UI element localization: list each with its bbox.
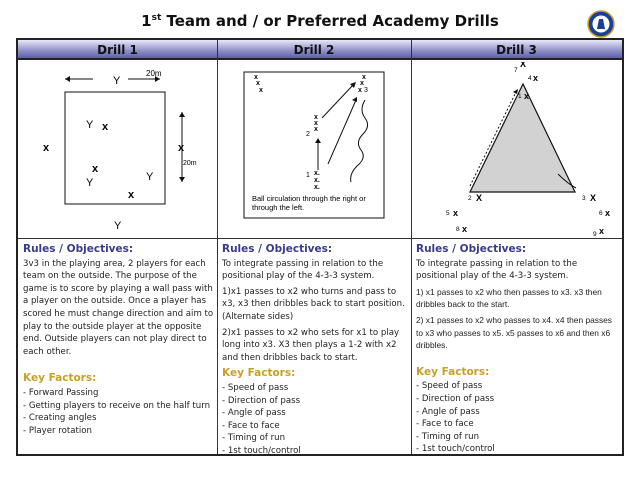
drill-3-text: Rules / Objectives: To integrate passing… [416, 243, 612, 455]
svg-text:20m: 20m [146, 69, 162, 78]
row-divider [18, 238, 622, 239]
drill-2-diagram: xxx xxx xxx x.x.x. 3 2 1 Ball circulatio… [243, 71, 385, 219]
column-divider [217, 40, 218, 454]
svg-text:x.: x. [314, 177, 320, 184]
drill-1-text: Rules / Objectives: 3v3 in the playing a… [23, 243, 214, 436]
svg-text:x: x [453, 208, 458, 218]
svg-text:x: x [178, 142, 185, 154]
svg-text:1: 1 [518, 93, 522, 100]
svg-text:1: 1 [306, 172, 310, 179]
drill-2-text: Rules / Objectives: To integrate passing… [222, 243, 405, 456]
svg-text:x: x [362, 74, 366, 81]
svg-text:4: 4 [528, 75, 532, 82]
svg-text:Y: Y [86, 177, 94, 189]
svg-text:x.: x. [314, 184, 320, 191]
drills-table: Drill 1 Drill 2 Drill 3 20m 20m Y Y x x … [16, 38, 624, 456]
svg-text:X: X [590, 193, 596, 203]
drill-1-diagram: 20m 20m Y Y x x x x Y Y x Y [43, 69, 197, 232]
svg-text:x: x [524, 91, 529, 101]
svg-text:Y: Y [114, 220, 122, 232]
header-drill-1: Drill 1 [18, 40, 217, 60]
svg-text:x: x [599, 226, 604, 236]
svg-text:x: x [358, 87, 362, 94]
svg-text:9: 9 [593, 231, 597, 238]
svg-text:2: 2 [306, 131, 310, 138]
drill-2-caption: Ball circulation through the right or th… [252, 194, 366, 212]
svg-text:x: x [43, 142, 50, 154]
svg-text:x: x [360, 80, 364, 87]
svg-text:x: x [92, 163, 99, 175]
svg-text:Y: Y [146, 171, 154, 183]
svg-text:3: 3 [364, 87, 368, 94]
svg-text:8: 8 [456, 226, 460, 233]
svg-text:2: 2 [468, 195, 472, 202]
header-drill-3: Drill 3 [411, 40, 622, 60]
svg-text:6: 6 [599, 210, 603, 217]
svg-text:x: x [533, 73, 538, 83]
svg-text:3: 3 [582, 195, 586, 202]
chelsea-crest-logo [587, 10, 615, 38]
svg-text:5: 5 [446, 210, 450, 217]
svg-text:x.: x. [314, 170, 320, 177]
svg-text:Y: Y [113, 75, 121, 87]
svg-text:x: x [314, 120, 318, 127]
svg-text:x: x [314, 114, 318, 121]
page-title: 1st Team and / or Preferred Academy Dril… [141, 12, 499, 30]
svg-text:x: x [462, 224, 467, 234]
svg-text:x: x [605, 208, 610, 218]
svg-text:x: x [254, 74, 258, 81]
column-divider [411, 40, 412, 454]
svg-text:7: 7 [514, 67, 518, 74]
header-drill-2: Drill 2 [217, 40, 411, 60]
drill-3-diagram: Xxx X Xx xx x 7 4 1 2 3 5 6 8 9 [446, 62, 610, 238]
svg-text:x: x [128, 189, 135, 201]
svg-text:X: X [476, 193, 482, 203]
svg-text:x: x [102, 121, 109, 133]
svg-text:20m: 20m [183, 160, 197, 167]
svg-text:x: x [314, 126, 318, 133]
svg-text:Y: Y [86, 119, 94, 131]
svg-text:x: x [256, 80, 260, 87]
svg-text:X: X [520, 62, 526, 69]
svg-text:x: x [259, 87, 263, 94]
